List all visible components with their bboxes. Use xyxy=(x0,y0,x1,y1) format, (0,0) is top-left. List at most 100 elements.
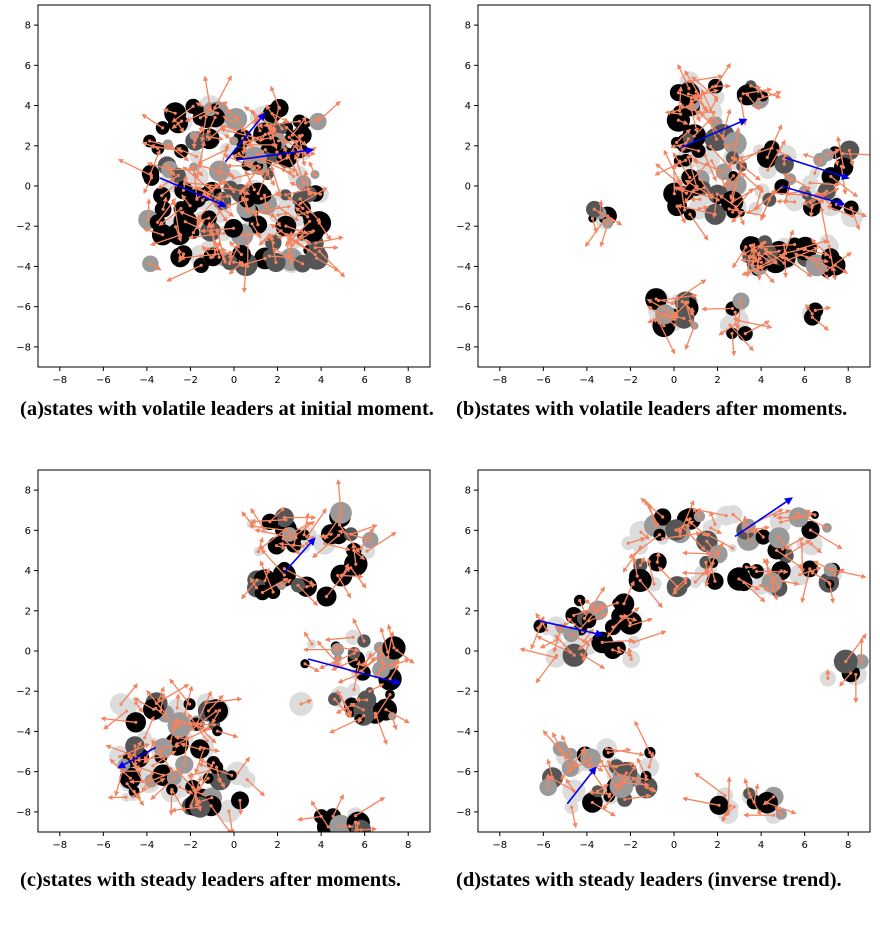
follower-origin-dot xyxy=(205,135,209,139)
follower-vector-arrow xyxy=(318,222,332,241)
follower-vector-arrow xyxy=(349,702,364,711)
follower-vector-arrow xyxy=(687,157,699,191)
follower-vector-arrow xyxy=(170,725,181,731)
follower-vector-arrow xyxy=(593,208,616,223)
leader-vector-arrow xyxy=(236,146,314,161)
follower-vector-arrow xyxy=(750,253,785,272)
follower-vector-arrow xyxy=(570,807,578,829)
follower-vector-arrow xyxy=(250,108,261,131)
follower-origin-dot xyxy=(177,719,181,723)
follower-vector-arrow xyxy=(598,199,604,214)
follower-vector-arrow xyxy=(584,220,605,248)
follower-origin-dot xyxy=(256,164,260,168)
follower-vector-arrow xyxy=(570,633,590,645)
follower-origin-dot xyxy=(198,805,202,809)
x-tick-label: −8 xyxy=(52,375,67,386)
follower-vector-arrow xyxy=(325,566,351,597)
follower-vector-arrow xyxy=(836,135,845,168)
follower-vector-arrow xyxy=(682,550,719,556)
follower-vector-arrow xyxy=(206,117,216,135)
follower-vector-arrow xyxy=(262,577,289,594)
follower-vector-arrow xyxy=(158,207,182,226)
follower-vector-arrow xyxy=(178,253,185,263)
follower-vector-arrow xyxy=(341,573,364,579)
follower-vector-arrow xyxy=(171,120,183,130)
chart-d-svg: −8 −6 −4 −2 0 2 4 6 8 8 6 4 2 0 −2 −4 −6 −8 xyxy=(456,469,871,851)
follower-vector-arrow xyxy=(149,143,182,152)
follower-vector-arrow xyxy=(208,124,226,140)
follower-origin-dot xyxy=(222,231,226,235)
follower-vector-arrow xyxy=(208,694,224,712)
follower-vector-arrow xyxy=(718,194,737,208)
follower-vector-arrow xyxy=(639,556,646,566)
x-tick-label: 8 xyxy=(405,840,411,851)
follower-vector-arrow xyxy=(802,153,821,161)
follower-vector-arrow xyxy=(767,139,786,171)
y-tick-label: 0 xyxy=(465,647,471,658)
follower-vector-arrow xyxy=(265,104,283,130)
follower-origin-dot xyxy=(206,247,210,251)
follower-origin-dot xyxy=(359,828,363,832)
y-tick-label: −4 xyxy=(16,262,31,273)
follower-vector-arrow xyxy=(171,105,194,123)
follower-origin-dot xyxy=(262,193,267,197)
y-tick-label: 2 xyxy=(25,606,31,617)
follower-vector-arrow xyxy=(640,531,650,540)
follower-vector-arrow xyxy=(177,122,185,134)
follower-vector-arrow xyxy=(146,198,152,220)
follower-vector-arrow xyxy=(303,169,310,195)
follower-vector-arrow xyxy=(318,250,346,278)
follower-vector-arrow xyxy=(144,715,155,739)
follower-vector-arrow xyxy=(162,108,176,114)
follower-vector-arrow xyxy=(289,235,303,248)
y-tick-label: −4 xyxy=(456,262,471,273)
follower-vector-arrow xyxy=(159,692,166,712)
follower-vector-arrow xyxy=(572,747,585,766)
follower-origin-dot xyxy=(182,763,186,767)
follower-vector-arrow xyxy=(184,182,220,189)
follower-vector-arrow xyxy=(285,134,303,161)
follower-vector-arrow xyxy=(267,173,275,187)
follower-vector-arrow xyxy=(237,756,251,774)
y-tick-label: 2 xyxy=(465,141,471,152)
follower-vector-arrow xyxy=(195,797,213,804)
x-tick-label: −8 xyxy=(492,840,507,851)
follower-vector-arrow xyxy=(179,742,201,750)
follower-vector-arrow xyxy=(223,154,248,166)
follower-vector-arrow xyxy=(227,252,233,263)
follower-vector-arrow xyxy=(827,148,841,156)
follower-vector-arrow xyxy=(662,531,702,540)
follower-vector-arrow xyxy=(166,165,176,177)
follower-vector-arrow xyxy=(756,250,762,271)
follower-vector-arrow xyxy=(692,159,725,173)
follower-vector-arrow xyxy=(284,232,316,256)
follower-vector-arrow xyxy=(254,149,266,158)
follower-vector-arrow xyxy=(535,655,558,684)
follower-vector-arrow xyxy=(834,264,849,274)
follower-vector-arrow xyxy=(141,141,159,150)
follower-vector-arrow xyxy=(721,805,731,823)
follower-vector-arrow xyxy=(396,649,415,664)
follower-vector-arrow xyxy=(676,203,716,215)
follower-vector-arrow xyxy=(676,205,686,224)
follower-vector-arrow xyxy=(722,108,732,137)
follower-vector-arrow xyxy=(599,223,609,248)
follower-vector-arrow xyxy=(241,264,247,294)
follower-vector-arrow xyxy=(166,264,202,282)
follower-vector-arrow xyxy=(740,257,762,263)
follower-vector-arrow xyxy=(198,758,213,767)
follower-vector-arrow xyxy=(278,541,304,547)
follower-vector-arrow xyxy=(588,790,610,796)
follower-vector-arrow xyxy=(689,214,709,241)
follower-vector-arrow xyxy=(757,243,795,250)
follower-vector-arrow xyxy=(623,613,631,624)
follower-origin-dot xyxy=(175,706,179,710)
follower-vector-arrow xyxy=(746,94,760,111)
follower-vector-arrow xyxy=(809,570,830,583)
follower-vector-arrow xyxy=(241,511,253,525)
follower-origin-dot xyxy=(138,769,142,773)
y-tick-label: 4 xyxy=(465,101,471,112)
follower-vector-arrow xyxy=(753,526,764,538)
follower-vector-arrow xyxy=(283,568,315,585)
follower-vector-arrow xyxy=(816,264,829,280)
